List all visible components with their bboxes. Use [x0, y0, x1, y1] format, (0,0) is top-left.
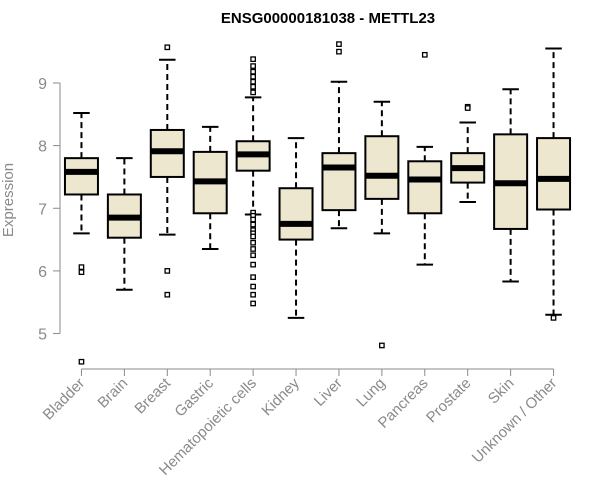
outlier-point — [250, 73, 256, 80]
outlier-point — [250, 221, 256, 228]
x-tick-label: Brain — [94, 375, 131, 412]
y-tick-label: 7 — [38, 201, 47, 218]
outlier-point — [550, 315, 557, 321]
outlier-point — [250, 68, 256, 75]
outlier-point — [78, 358, 85, 365]
box-iqr — [364, 135, 400, 200]
box-bladder — [63, 112, 99, 365]
box-kidney — [278, 137, 314, 319]
outlier-point — [250, 261, 256, 268]
box-iqr — [278, 187, 314, 241]
outlier-point — [78, 264, 85, 270]
x-tick-label: Prostate — [423, 375, 475, 427]
outlier-point — [250, 246, 256, 252]
box-iqr — [321, 152, 357, 212]
x-tick-label: Skin — [485, 375, 518, 408]
box-breast — [149, 44, 185, 298]
outlier-point — [250, 78, 256, 85]
outlier-point — [336, 41, 342, 47]
outlier-point — [164, 291, 171, 298]
outlier-point — [250, 56, 256, 63]
box-iqr — [63, 157, 99, 196]
boxes-group — [63, 41, 572, 365]
box-brain — [106, 157, 142, 291]
y-tick-label: 6 — [38, 264, 47, 281]
y-axis: 5 6 7 8 9 — [38, 76, 61, 344]
outlier-point — [379, 342, 385, 349]
outlier-point — [164, 268, 171, 274]
y-tick-label: 9 — [38, 76, 47, 93]
x-tick-label: Kidney — [258, 374, 303, 419]
y-tick-label: 5 — [38, 327, 47, 344]
x-tick-label: Liver — [311, 375, 346, 410]
outlier-point — [250, 233, 256, 240]
box-hematopoietic-cells — [235, 56, 271, 307]
chart-title: ENSG00000181038 - METTL23 — [221, 10, 435, 27]
outlier-point — [164, 44, 171, 51]
outlier-point — [250, 89, 256, 96]
outlier-point — [250, 216, 256, 223]
outlier-point — [250, 252, 256, 259]
box-lung — [364, 100, 400, 349]
outlier-point — [336, 48, 342, 55]
outlier-point — [250, 239, 256, 246]
box-skin — [493, 88, 529, 283]
outlier-point — [250, 63, 256, 69]
y-axis-label: Expression — [0, 163, 17, 237]
outlier-point — [78, 269, 85, 276]
outlier-point — [250, 274, 256, 281]
x-tick-label: Breast — [131, 374, 174, 417]
x-tick-label: Lung — [353, 375, 389, 411]
outlier-point — [464, 105, 471, 111]
outlier-point — [250, 300, 256, 307]
outlier-point — [250, 283, 256, 290]
box-iqr — [407, 160, 443, 215]
y-tick-label: 8 — [38, 139, 47, 156]
x-tick-label: Bladder — [40, 375, 89, 424]
box-unknown-other — [536, 47, 572, 321]
outlier-point — [421, 51, 428, 58]
box-prostate — [450, 103, 486, 203]
box-gastric — [192, 125, 228, 250]
box-pancreas — [407, 51, 443, 266]
box-liver — [321, 41, 357, 230]
outlier-point — [250, 291, 256, 298]
outlier-point — [250, 83, 256, 90]
box-iqr — [536, 137, 572, 211]
